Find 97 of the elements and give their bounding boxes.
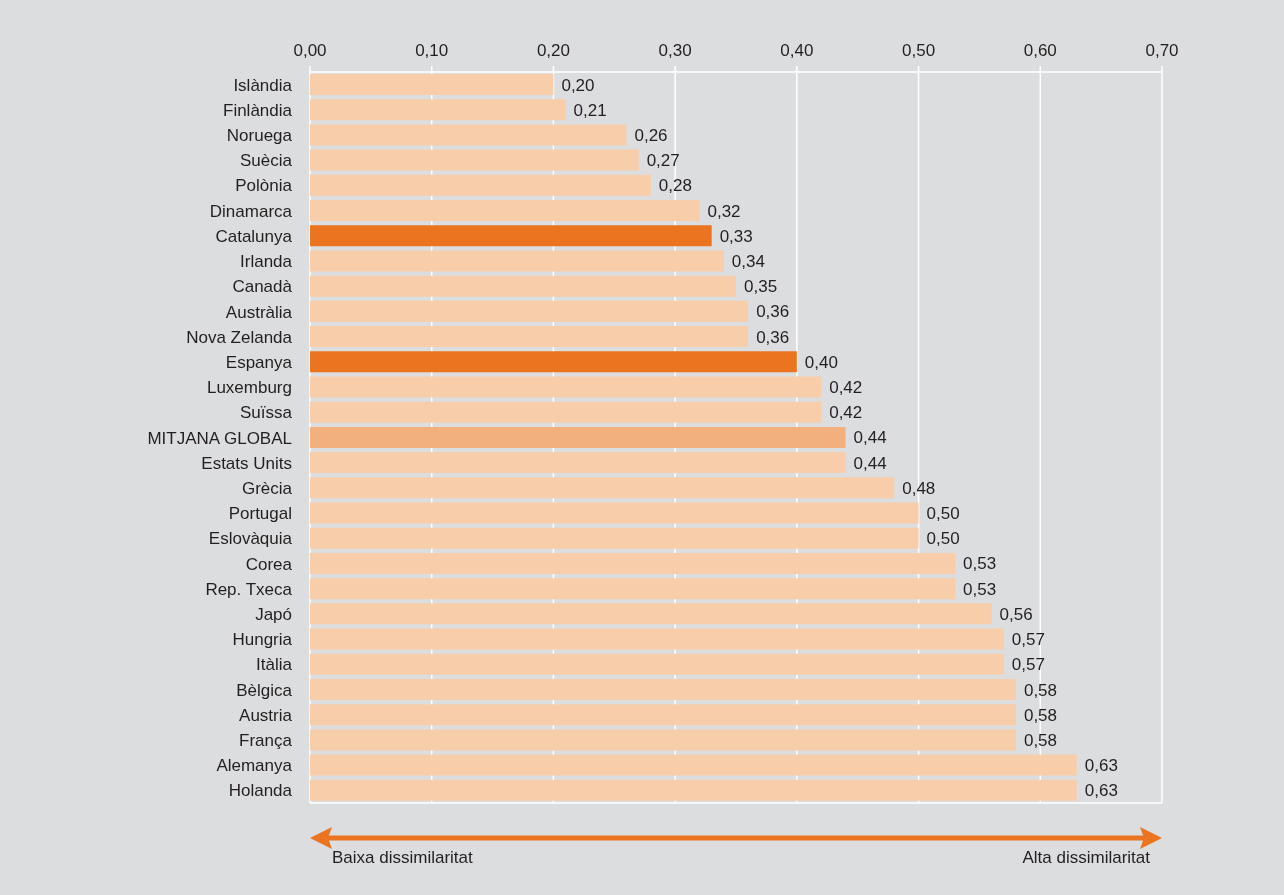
data-label: 0,53	[963, 579, 997, 599]
bar	[310, 502, 919, 524]
y-tick-label: Luxemburg	[206, 378, 292, 398]
y-tick-label: Bèlgica	[236, 680, 293, 700]
data-label: 0,28	[658, 176, 692, 196]
y-tick-label: Suècia	[240, 151, 293, 171]
y-tick-label: Finlàndia	[223, 100, 293, 120]
bar	[310, 653, 1004, 675]
bar	[310, 275, 736, 297]
y-tick-label: Catalunya	[215, 226, 293, 246]
data-label: 0,58	[1023, 680, 1058, 700]
x-tick-label: 0,30	[658, 41, 692, 60]
text: Baixa dissimilaritat	[332, 848, 473, 868]
data-label: 0,35	[744, 277, 778, 297]
bar	[310, 124, 627, 146]
y-tick-label: Polònia	[235, 176, 293, 196]
data-label: 0,34	[731, 251, 765, 271]
y-tick-label: Grècia	[241, 478, 293, 498]
y-tick-label: Austràlia	[225, 302, 293, 322]
data-label: 0,32	[707, 201, 741, 221]
data-label: 0,21	[573, 100, 607, 120]
bar	[310, 754, 1077, 776]
bar	[310, 452, 846, 474]
y-tick-label: Dinamarca	[209, 201, 293, 221]
y-tick-label: Holanda	[228, 781, 293, 801]
data-label: 0,50	[926, 529, 960, 549]
y-tick-label: Islàndia	[233, 75, 293, 95]
data-label: 0,63	[1084, 756, 1118, 776]
bar	[310, 477, 895, 499]
y-tick-label: Corea	[245, 554, 293, 574]
bar	[310, 628, 1004, 650]
bar	[310, 376, 822, 398]
bar	[310, 578, 956, 600]
y-tick-label: Estats Units	[201, 453, 292, 473]
bar	[310, 603, 992, 625]
bar	[310, 729, 1016, 751]
bar	[310, 351, 797, 373]
data-label: 0,53	[963, 554, 997, 574]
bar	[310, 149, 639, 171]
data-label: 0,63	[1084, 781, 1118, 801]
y-tick-label: Hungria	[232, 630, 293, 650]
bar	[310, 74, 554, 95]
data-label: 0,58	[1023, 705, 1058, 725]
y-tick-label: Austria	[239, 705, 293, 725]
y-tick-label: Itàlia	[256, 655, 293, 675]
data-label: 0,33	[719, 226, 753, 246]
y-tick-label: Nova Zelanda	[186, 327, 293, 347]
data-label: 0,44	[853, 453, 887, 473]
data-label: 0,20	[561, 75, 595, 95]
data-label: 0,57	[1011, 655, 1045, 675]
bar	[310, 527, 919, 549]
data-label: 0,50	[926, 504, 960, 524]
y-tick-label: MITJANA GLOBAL	[147, 428, 292, 448]
bar	[310, 326, 749, 348]
x-tick-label: 0,20	[536, 41, 570, 60]
x-tick-label: 0,40	[780, 41, 814, 60]
data-label: 0,57	[1011, 630, 1045, 650]
bar	[310, 250, 724, 272]
x-tick-label: 0,70	[1145, 41, 1179, 60]
data-label: 0,42	[829, 378, 863, 398]
y-tick-label: Noruega	[226, 126, 293, 146]
data-label: 0,42	[829, 403, 863, 423]
y-tick-label: Eslovàquia	[208, 529, 293, 549]
data-label: 0,26	[634, 125, 668, 145]
bar	[310, 401, 822, 423]
bar	[310, 174, 651, 196]
x-tick-label: 0,10	[415, 41, 449, 60]
x-tick-label: 0,00	[293, 41, 327, 60]
y-tick-label: Japó	[255, 604, 292, 624]
data-label: 0,48	[902, 478, 936, 498]
data-label: 0,27	[646, 151, 680, 171]
bar	[310, 704, 1016, 726]
y-tick-label: Suïssa	[240, 403, 293, 423]
y-tick-label: Rep. Txeca	[205, 579, 293, 599]
y-tick-label: Irlanda	[240, 252, 293, 272]
bar	[310, 300, 749, 322]
data-label: 0,36	[756, 327, 790, 347]
y-tick-label: França	[239, 731, 293, 751]
bar	[310, 225, 712, 247]
y-tick-label: Alemanya	[216, 756, 293, 776]
text: Alta dissimilaritat	[1022, 848, 1150, 868]
data-label: 0,56	[999, 604, 1033, 624]
bar	[310, 779, 1077, 801]
y-tick-label: Espanya	[225, 352, 293, 372]
data-label: 0,40	[804, 352, 838, 372]
data-label: 0,58	[1023, 730, 1058, 750]
bar	[310, 200, 700, 222]
bar	[310, 426, 846, 448]
bar	[310, 99, 566, 121]
data-label: 0,44	[853, 428, 887, 448]
data-label: 0,36	[756, 302, 790, 322]
y-tick-label: Canadà	[232, 277, 293, 297]
bar	[310, 678, 1016, 700]
x-tick-label: 0,50	[902, 41, 936, 60]
bar	[310, 552, 956, 574]
x-tick-label: 0,60	[1023, 41, 1057, 60]
y-tick-label: Portugal	[228, 504, 292, 524]
